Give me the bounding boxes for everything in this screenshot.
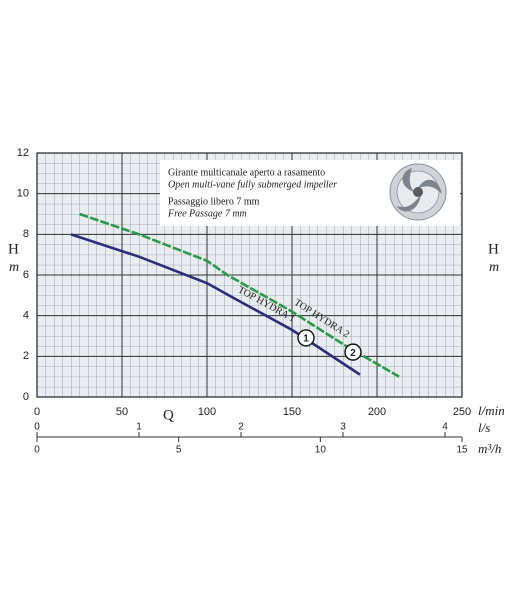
curve-marker <box>297 329 315 347</box>
y-tick-label: 2 <box>23 350 29 362</box>
x3-tick-label: 15 <box>456 445 468 456</box>
x-tick-label: 250 <box>453 406 471 418</box>
x3-tick-label: 10 <box>315 445 327 456</box>
x-tick-label: 50 <box>116 406 128 418</box>
impeller-icon <box>389 163 447 221</box>
y-tick-label: 12 <box>17 147 29 159</box>
x-tick-label: 200 <box>368 406 386 418</box>
annotation: Free Passage 7 mm <box>167 208 247 219</box>
y-tick-label: 0 <box>23 391 29 403</box>
y-tick-label: 10 <box>17 188 29 200</box>
x2-tick-label: 4 <box>442 422 448 433</box>
annotation: Open multi-vane fully submerged impeller <box>168 179 337 190</box>
x3-unit: m³/h <box>478 441 501 456</box>
annotation: Girante multicanale aperto a rasamento <box>168 167 325 178</box>
plot-frame <box>36 152 463 398</box>
x-unit: l/min <box>478 403 505 418</box>
y-unit: m <box>9 260 19 275</box>
x-label: Q <box>163 407 174 423</box>
y-tick-label: 8 <box>23 228 29 240</box>
series-line <box>79 212 400 378</box>
x2-tick-label: 2 <box>238 422 244 433</box>
y-tick-label: 6 <box>23 269 29 281</box>
x-tick-label: 150 <box>283 406 301 418</box>
annotation: Passaggio libero 7 mm <box>168 196 260 207</box>
x3-tick-label: 5 <box>176 445 182 456</box>
y-unit: m <box>489 260 499 275</box>
curve-marker-label: 2 <box>350 348 356 359</box>
y-label: H <box>8 241 19 257</box>
y-label: H <box>488 241 499 257</box>
curve-marker-label: 1 <box>303 334 309 345</box>
x2-tick-label: 1 <box>136 422 142 433</box>
x2-tick-label: 0 <box>34 422 40 433</box>
y-tick-label: 4 <box>23 310 29 322</box>
x2-unit: l/s <box>478 420 490 435</box>
x2-tick-label: 3 <box>340 422 346 433</box>
x-tick-label: 100 <box>198 406 216 418</box>
x3-tick-label: 0 <box>34 445 40 456</box>
x-tick-label: 0 <box>34 406 40 418</box>
curve-marker <box>344 343 362 361</box>
